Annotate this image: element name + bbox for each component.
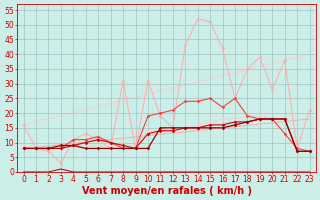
X-axis label: Vent moyen/en rafales ( km/h ): Vent moyen/en rafales ( km/h ) <box>82 186 252 196</box>
